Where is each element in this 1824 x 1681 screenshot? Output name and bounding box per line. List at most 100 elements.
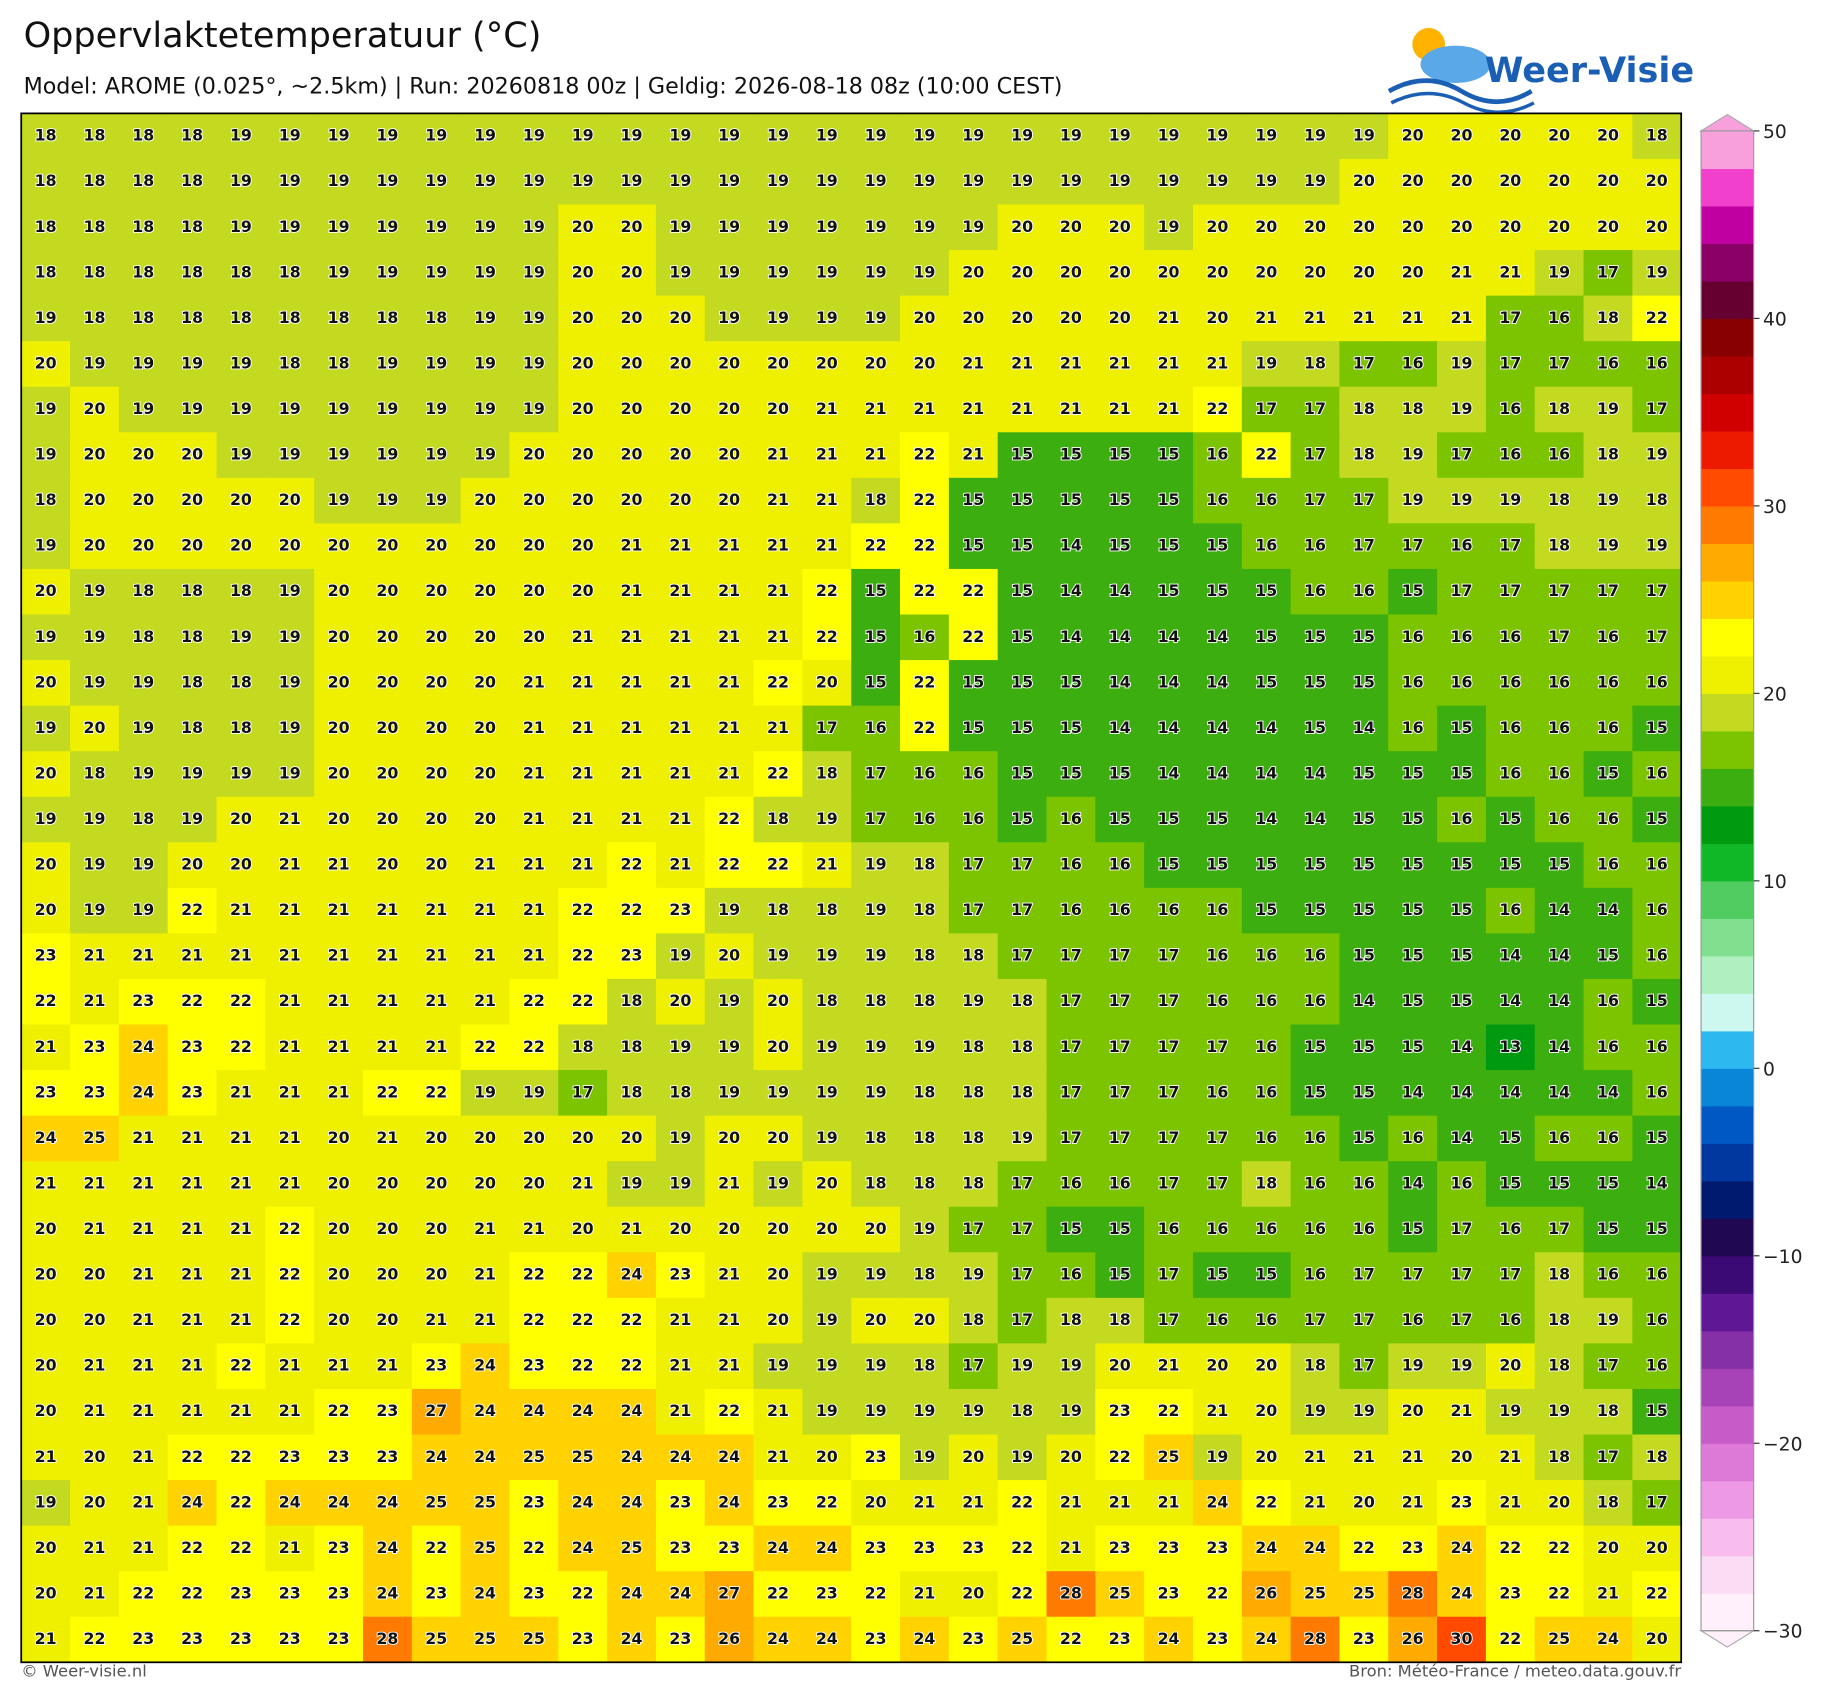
temp-label: 24: [523, 1401, 545, 1420]
temp-label: 22: [865, 1583, 887, 1602]
temp-cell: [460, 751, 511, 798]
temp-cell: [753, 1434, 803, 1481]
temp-label: 18: [376, 308, 398, 327]
temp-label: 15: [1206, 1265, 1228, 1284]
temp-cell: [1095, 1434, 1145, 1481]
temp-label: 14: [1548, 900, 1570, 919]
temp-label: 16: [1255, 490, 1277, 509]
temp-cell: [997, 933, 1048, 980]
temp-label: 23: [523, 1356, 545, 1375]
temp-cell: [607, 341, 657, 388]
temp-cell: [753, 1525, 803, 1572]
temp-cell: [1046, 1115, 1096, 1162]
temp-label: 20: [230, 809, 252, 828]
temp-cell: [704, 614, 755, 661]
temp-label: 16: [1304, 1128, 1326, 1147]
temp-label: 19: [181, 763, 203, 782]
temp-label: 15: [1158, 809, 1180, 828]
temp-label: 19: [1060, 171, 1082, 190]
temp-label: 18: [1011, 1037, 1033, 1056]
temp-label: 21: [962, 353, 984, 372]
temp-label: 19: [1402, 1356, 1424, 1375]
temp-cell: [118, 386, 169, 433]
temp-label: 16: [1255, 536, 1277, 555]
temp-cell: [1290, 1115, 1341, 1162]
temp-cell: [900, 887, 950, 934]
temp-label: 15: [1206, 581, 1228, 600]
temp-cell: [607, 1024, 657, 1071]
temp-cell: [1388, 933, 1438, 980]
temp-cell: [753, 1616, 803, 1663]
temp-cell: [1485, 751, 1536, 798]
temp-label: 20: [376, 1265, 398, 1284]
temp-cell: [70, 1070, 120, 1117]
temp-label: 21: [1011, 399, 1033, 418]
temp-label: 16: [1597, 809, 1619, 828]
temp-label: 23: [1109, 1538, 1131, 1557]
temp-label: 16: [1499, 445, 1521, 464]
temp-cell: [1144, 158, 1194, 206]
temp-cell: [607, 1343, 657, 1390]
temp-cell: [1485, 204, 1536, 251]
temp-cell: [1388, 113, 1438, 160]
temp-cell: [997, 477, 1048, 524]
temp-cell: [118, 1434, 169, 1481]
temp-label: 18: [1646, 126, 1668, 145]
temp-label: 14: [1402, 1173, 1424, 1192]
temp-cell: [21, 1206, 71, 1253]
temp-cell: [1192, 1480, 1243, 1527]
temp-cell: [265, 614, 315, 661]
temp-label: 15: [1451, 900, 1473, 919]
temp-label: 19: [718, 126, 740, 145]
temp-label: 20: [83, 1265, 105, 1284]
temp-label: 23: [572, 1629, 594, 1648]
temp-cell: [1144, 1252, 1194, 1299]
temp-label: 14: [1451, 1082, 1473, 1101]
temp-cell: [1632, 1388, 1682, 1436]
temp-cell: [948, 887, 999, 934]
temp-label: 22: [328, 1401, 350, 1420]
temp-label: 21: [83, 1401, 105, 1420]
temp-cell: [1485, 477, 1536, 524]
temp-label: 23: [1109, 1629, 1131, 1648]
temp-label: 19: [865, 1401, 887, 1420]
temp-label: 19: [474, 126, 496, 145]
temp-label: 14: [1060, 627, 1082, 646]
temp-label: 15: [1060, 672, 1082, 691]
temp-label: 21: [474, 991, 496, 1010]
temp-label: 18: [913, 1356, 935, 1375]
temp-label: 28: [1304, 1629, 1326, 1648]
temp-label: 20: [425, 627, 447, 646]
temp-cell: [509, 568, 559, 616]
temp-label: 21: [279, 1082, 301, 1101]
temp-label: 21: [669, 809, 691, 828]
temp-label: 14: [1109, 672, 1131, 691]
temp-label: 19: [1255, 126, 1277, 145]
temp-cell: [1534, 386, 1585, 433]
temp-label: 15: [1646, 1128, 1668, 1147]
temp-cell: [655, 1115, 706, 1162]
temp-cell: [460, 887, 511, 934]
temp-label: 20: [1255, 217, 1277, 236]
temp-label: 20: [962, 1583, 984, 1602]
temp-cell: [900, 250, 950, 297]
temp-cell: [1144, 1571, 1194, 1618]
temp-cell: [607, 842, 657, 889]
temp-label: 20: [83, 1492, 105, 1511]
temp-cell: [216, 1024, 266, 1071]
temp-label: 18: [1402, 399, 1424, 418]
temp-cell: [851, 295, 901, 342]
temp-label: 23: [132, 991, 154, 1010]
temp-label: 21: [1353, 1447, 1375, 1466]
temp-cell: [362, 568, 413, 616]
temp-cell: [900, 796, 950, 843]
temp-cell: [704, 978, 755, 1026]
temp-label: 18: [962, 1128, 984, 1147]
temp-label: 14: [1255, 718, 1277, 737]
temp-label: 28: [376, 1629, 398, 1648]
temp-cell: [802, 751, 852, 798]
temp-label: 20: [1597, 1538, 1619, 1557]
temp-label: 19: [962, 991, 984, 1010]
temp-label: 22: [718, 855, 740, 874]
temp-cell: [411, 933, 462, 980]
